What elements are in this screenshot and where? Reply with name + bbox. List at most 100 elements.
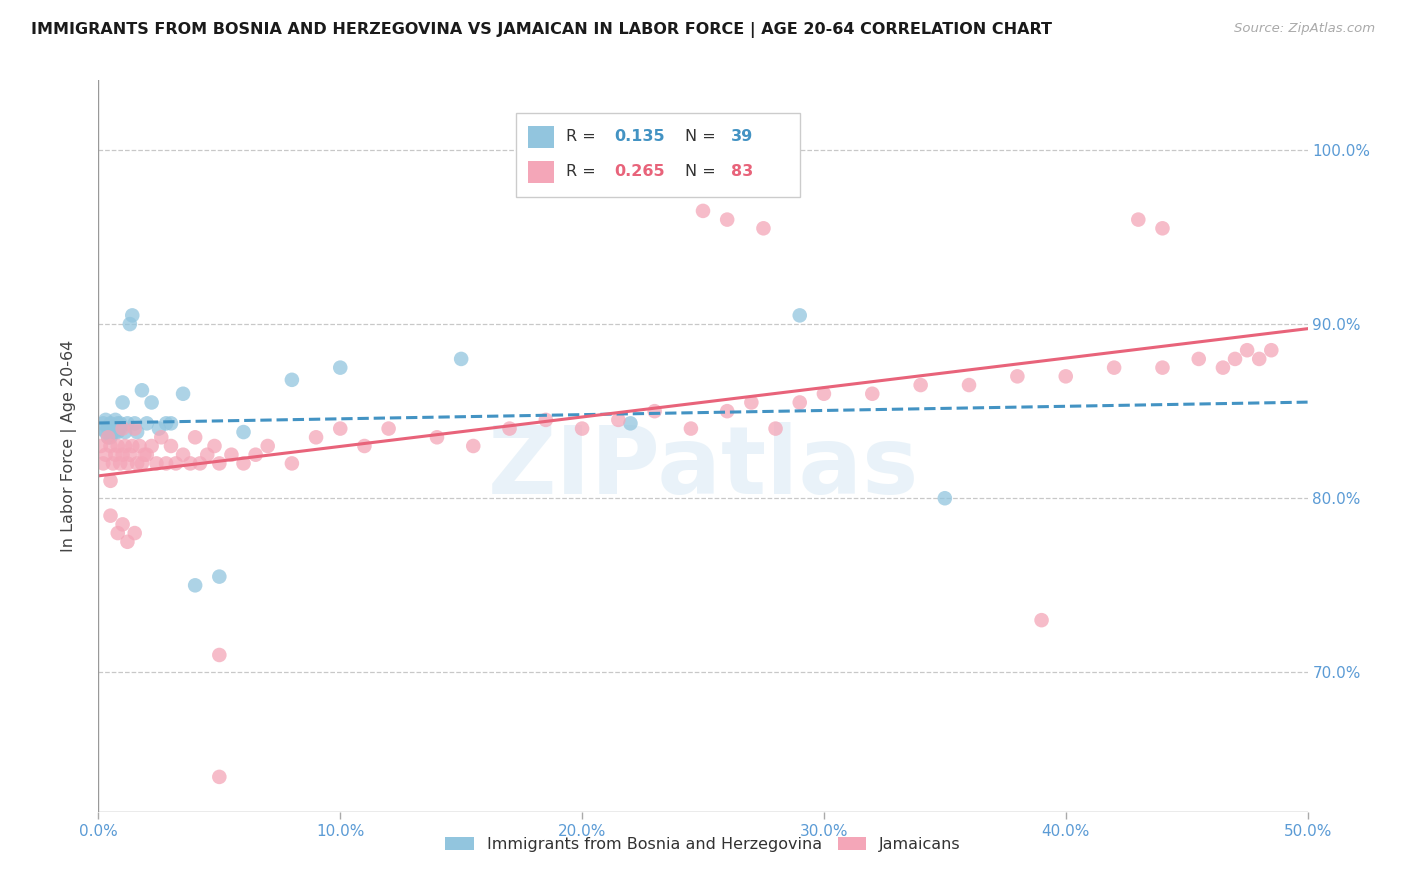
Point — [910, 378, 932, 392]
Point — [108, 417, 131, 431]
Point — [716, 404, 738, 418]
Text: R =: R = — [567, 129, 602, 145]
Point — [188, 457, 211, 471]
Point — [145, 457, 167, 471]
Point — [108, 421, 131, 435]
Point — [1236, 343, 1258, 358]
Point — [117, 417, 139, 431]
Text: 0.135: 0.135 — [614, 129, 665, 145]
Point — [118, 448, 141, 462]
Point — [208, 770, 231, 784]
Point — [155, 417, 177, 431]
Point — [813, 386, 835, 401]
Point — [463, 439, 485, 453]
Point — [100, 417, 122, 431]
Point — [281, 373, 304, 387]
Point — [765, 421, 787, 435]
Point — [90, 421, 112, 435]
Point — [281, 457, 304, 471]
Point — [124, 421, 146, 435]
Point — [131, 457, 153, 471]
Point — [101, 421, 124, 435]
Point — [90, 439, 112, 453]
Point — [94, 448, 117, 462]
Point — [179, 457, 201, 471]
Point — [127, 457, 149, 471]
Point — [329, 421, 352, 435]
Point — [692, 203, 714, 218]
Point — [111, 448, 134, 462]
Point — [107, 425, 129, 439]
Point — [104, 425, 127, 439]
Point — [172, 386, 194, 401]
Point — [934, 491, 956, 506]
Point — [1102, 360, 1125, 375]
Point — [644, 404, 666, 418]
Point — [107, 417, 129, 431]
Text: 39: 39 — [731, 129, 754, 145]
Point — [450, 351, 472, 366]
Point — [97, 421, 120, 435]
Text: IMMIGRANTS FROM BOSNIA AND HERZEGOVINA VS JAMAICAN IN LABOR FORCE | AGE 20-64 CO: IMMIGRANTS FROM BOSNIA AND HERZEGOVINA V… — [31, 22, 1052, 38]
Point — [121, 439, 143, 453]
Point — [118, 317, 141, 331]
Point — [1152, 360, 1174, 375]
Point — [619, 417, 641, 431]
Point — [100, 474, 122, 488]
Point — [100, 439, 122, 453]
Legend: Immigrants from Bosnia and Herzegovina, Jamaicans: Immigrants from Bosnia and Herzegovina, … — [439, 830, 967, 859]
Point — [789, 395, 811, 409]
Point — [160, 439, 183, 453]
Point — [957, 378, 980, 392]
Point — [208, 457, 231, 471]
Point — [1031, 613, 1053, 627]
Point — [107, 439, 129, 453]
Point — [148, 421, 170, 435]
Point — [752, 221, 775, 235]
FancyBboxPatch shape — [516, 113, 800, 197]
Point — [353, 439, 375, 453]
Point — [107, 526, 129, 541]
Point — [97, 430, 120, 444]
Point — [155, 457, 177, 471]
Point — [679, 421, 702, 435]
Point — [94, 413, 117, 427]
Point — [607, 413, 630, 427]
Text: 0.265: 0.265 — [614, 164, 665, 179]
Point — [101, 425, 124, 439]
Point — [91, 457, 114, 471]
Point — [426, 430, 449, 444]
Point — [195, 448, 218, 462]
Point — [141, 395, 163, 409]
Point — [740, 395, 762, 409]
Y-axis label: In Labor Force | Age 20-64: In Labor Force | Age 20-64 — [60, 340, 77, 552]
Text: 83: 83 — [731, 164, 754, 179]
Point — [860, 386, 883, 401]
Point — [208, 648, 231, 662]
Text: ZIPatlas: ZIPatlas — [488, 422, 918, 514]
Point — [1128, 212, 1150, 227]
Point — [571, 421, 593, 435]
Point — [305, 430, 328, 444]
Point — [114, 439, 136, 453]
Point — [160, 417, 183, 431]
Point — [134, 448, 156, 462]
Point — [498, 421, 520, 435]
Bar — [527, 126, 554, 147]
Point — [97, 430, 120, 444]
Point — [184, 578, 207, 592]
Point — [789, 309, 811, 323]
Point — [716, 212, 738, 227]
Point — [1054, 369, 1077, 384]
Point — [94, 425, 117, 439]
Point — [172, 448, 194, 462]
Point — [208, 569, 231, 583]
Point — [131, 384, 153, 398]
Text: R =: R = — [567, 164, 602, 179]
Text: Source: ZipAtlas.com: Source: ZipAtlas.com — [1234, 22, 1375, 36]
Point — [534, 413, 557, 427]
Bar — [527, 161, 554, 183]
Text: N =: N = — [685, 129, 721, 145]
Point — [124, 417, 146, 431]
Point — [128, 439, 150, 453]
